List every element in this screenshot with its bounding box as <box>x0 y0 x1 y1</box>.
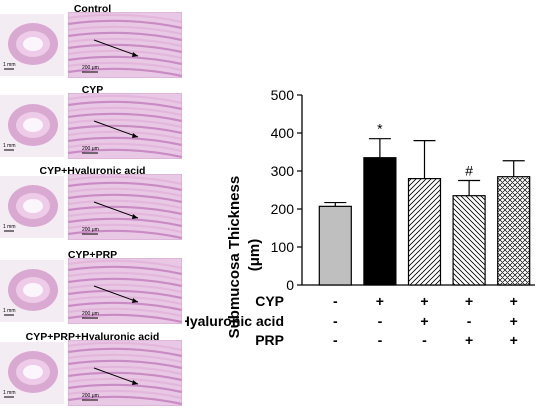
y-axis-label: Submucosa Thickness (μm) <box>226 172 263 339</box>
bar <box>407 177 442 286</box>
y-tick-label: 0 <box>286 277 294 293</box>
treatment-sign: + <box>376 293 384 309</box>
treatment-row-label: CYP <box>255 293 284 309</box>
histology-panels: Control 1 mm 200 μm CYP 1 mm 200 μm CYP+Hyalur… <box>0 0 185 410</box>
high-magnification-image: 200 μm <box>68 258 182 324</box>
y-tick-label: 100 <box>271 239 295 255</box>
treatment-sign: + <box>465 293 473 309</box>
low-magnification-image: 1 mm <box>0 14 64 76</box>
scale-bar-label: 200 μm <box>82 65 99 71</box>
scale-bar-label: 1 mm <box>3 224 16 230</box>
treatment-sign: + <box>465 332 473 348</box>
scale-bar-label: 200 μm <box>82 311 99 317</box>
bar <box>452 195 486 286</box>
scale-bar-label: 200 μm <box>82 393 99 399</box>
treatment-sign: - <box>378 313 383 329</box>
significance-marker: # <box>465 163 473 179</box>
treatment-sign: - <box>333 313 338 329</box>
treatment-sign: - <box>333 293 338 309</box>
scale-bar-label: 1 mm <box>3 308 16 314</box>
treatment-sign: + <box>510 332 518 348</box>
low-magnification-image: 1 mm <box>0 95 64 157</box>
treatment-sign: - <box>378 332 383 348</box>
y-tick-label: 500 <box>271 87 295 103</box>
scale-bar-label: 1 mm <box>3 143 16 149</box>
scale-bar-label: 1 mm <box>3 62 16 68</box>
treatment-row-label: Hyaluronic acid <box>185 313 284 329</box>
y-tick-label: 200 <box>271 201 295 217</box>
treatment-sign: + <box>420 293 428 309</box>
scale-bar-label: 200 μm <box>82 227 99 233</box>
high-magnification-image: 200 μm <box>68 12 182 78</box>
bar <box>318 205 352 286</box>
scale-bar-label: 200 μm <box>82 146 99 152</box>
significance-marker: * <box>377 121 383 137</box>
y-tick-label: 300 <box>271 163 295 179</box>
treatment-sign: - <box>333 332 338 348</box>
treatment-row-label: PRP <box>255 332 284 348</box>
y-tick-label: 400 <box>271 125 295 141</box>
treatment-sign: + <box>510 293 518 309</box>
high-magnification-image: 200 μm <box>68 340 182 406</box>
low-magnification-image: 1 mm <box>0 342 64 404</box>
scale-bar-label: 1 mm <box>3 390 16 396</box>
treatment-sign: - <box>467 313 472 329</box>
bar <box>363 157 397 286</box>
treatment-sign: + <box>510 313 518 329</box>
submucosa-thickness-chart: Submucosa Thickness (μm) 0 100 200 300 400 50… <box>185 87 535 348</box>
low-magnification-image: 1 mm <box>0 260 64 322</box>
treatment-sign: + <box>420 313 428 329</box>
high-magnification-image: 200 μm <box>68 174 182 240</box>
bar <box>497 176 531 286</box>
low-magnification-image: 1 mm <box>0 176 64 238</box>
high-magnification-image: 200 μm <box>68 93 182 159</box>
treatment-sign: - <box>422 332 427 348</box>
